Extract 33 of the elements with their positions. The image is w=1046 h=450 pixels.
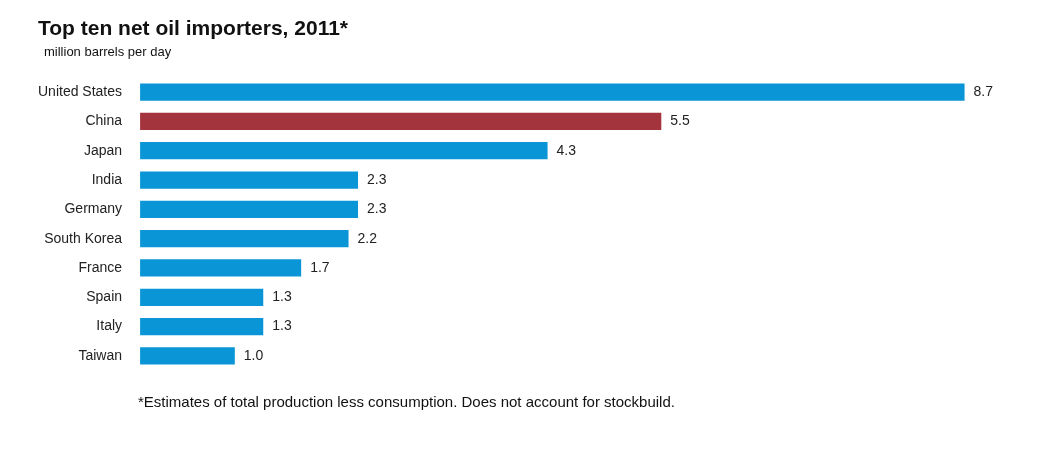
y-tick-label: Japan [83,141,123,158]
data-label: 1.0 [243,346,264,363]
y-tick-label: Taiwan [78,346,123,363]
bar [140,83,965,101]
bar [140,259,302,277]
y-tick-label: France [78,258,123,275]
bar [140,288,264,306]
data-label: 1.3 [272,317,292,334]
data-label: 1.3 [272,288,292,305]
y-tick-label: United States [37,82,123,99]
y-tick-label: Germany [64,200,123,217]
text: *Estimates of total production less consumption. Does not account for stockbuild. [137,393,676,410]
y-tick-label: India [91,170,123,187]
bar [140,171,359,189]
data-label: 4.3 [556,141,577,158]
bar [140,230,349,248]
chart-subtitle: million barrels per day [43,44,173,59]
bar [140,347,235,365]
data-label: 1.7 [310,258,330,275]
y-tick-label: Spain [86,288,123,305]
bar [140,142,548,160]
data-label: 8.7 [973,82,994,99]
bar [140,200,359,218]
chart-title: Top ten net oil importers, 2011* [37,16,350,40]
y-tick-label: China [85,112,123,129]
data-label: 2.2 [357,229,378,246]
bar [140,112,662,131]
data-label: 2.3 [367,170,387,187]
data-label: 5.5 [670,112,690,129]
y-tick-label: Italy [96,317,123,334]
data-label: 2.3 [367,200,387,217]
y-tick-label: South Korea [44,229,123,246]
bar [140,317,264,336]
